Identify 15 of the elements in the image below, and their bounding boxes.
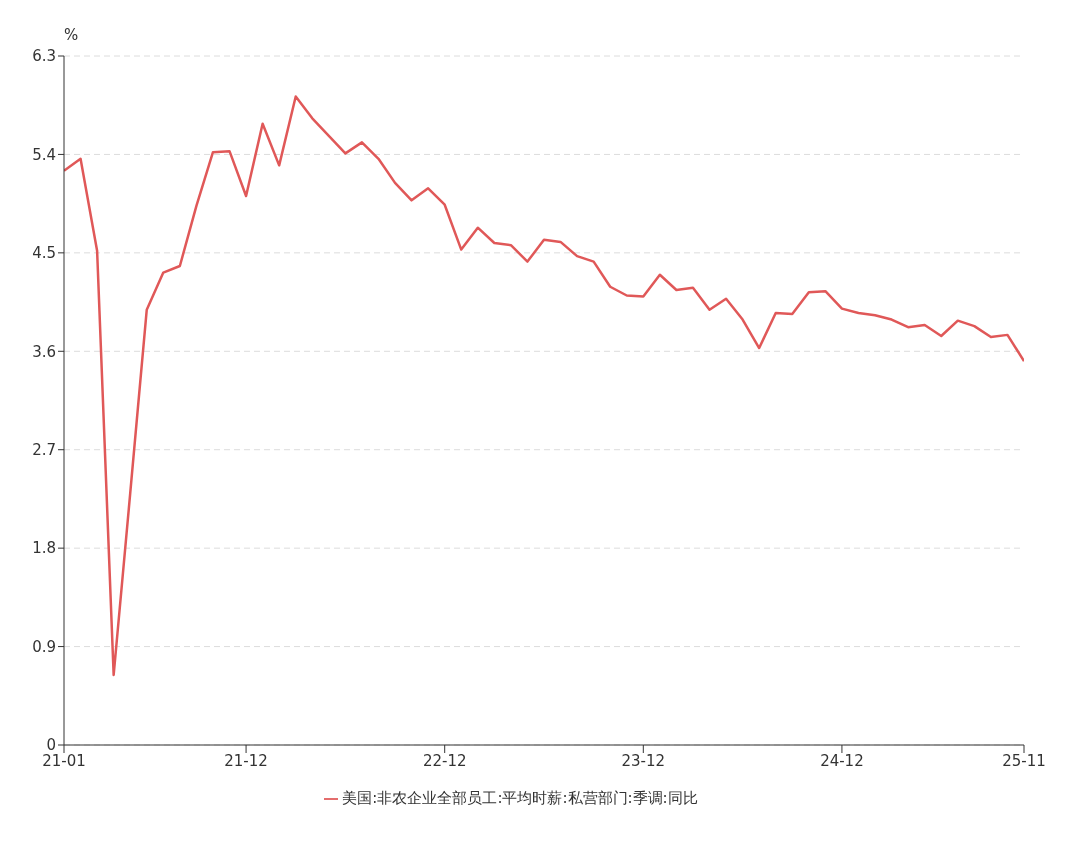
x-tick-label: 21-12 bbox=[224, 751, 268, 770]
line-series bbox=[64, 95, 1024, 677]
y-tick-label: 0.9 bbox=[32, 637, 56, 656]
x-tick-label: 24-12 bbox=[820, 751, 864, 770]
legend-label: 美国:非农企业全部员工:平均时薪:私营部门:季调:同比 bbox=[342, 789, 698, 807]
y-tick-label: 6.3 bbox=[32, 47, 56, 66]
x-tick-label: 25-11 bbox=[1002, 751, 1046, 770]
y-axis-title: % bbox=[64, 26, 79, 44]
x-tick-label: 23-12 bbox=[621, 751, 666, 770]
y-tick-label: 4.5 bbox=[32, 244, 56, 263]
y-tick-label: 5.4 bbox=[32, 145, 56, 164]
y-tick-label: 1.8 bbox=[32, 539, 56, 558]
x-tick-label: 22-12 bbox=[422, 751, 467, 770]
y-tick-label: 3.6 bbox=[32, 342, 56, 361]
y-tick-label: 2.7 bbox=[32, 441, 56, 460]
